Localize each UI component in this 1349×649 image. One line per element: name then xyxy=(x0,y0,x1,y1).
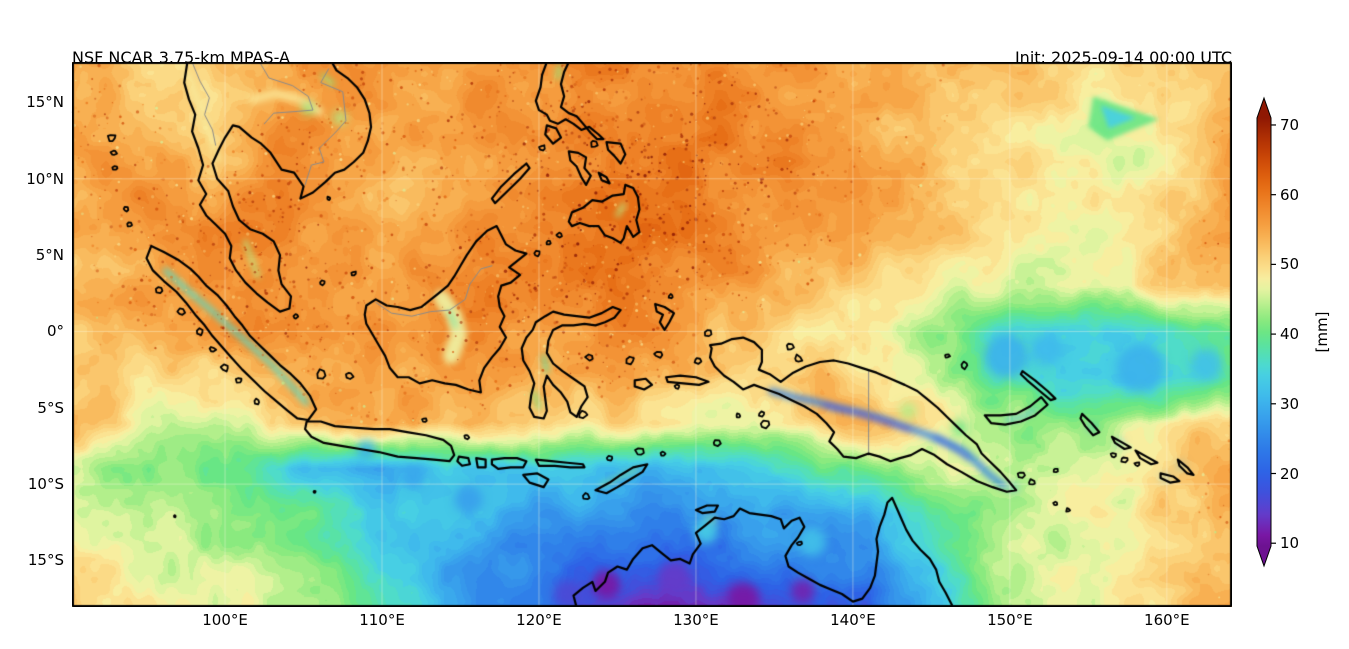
colorbar xyxy=(1256,96,1276,568)
colorbar-tick-label: 40 xyxy=(1280,325,1300,344)
y-tick-label: 5°N xyxy=(35,246,64,265)
colorbar-units-label: [mm] xyxy=(1313,311,1331,353)
y-tick-label: 15°S xyxy=(27,551,64,570)
x-tick-label: 100°E xyxy=(202,611,248,629)
y-tick-label: 5°S xyxy=(37,398,64,417)
colorbar-tick-label: 20 xyxy=(1280,464,1300,483)
y-tick-label: 0° xyxy=(46,322,64,341)
y-tick-label: 10°S xyxy=(27,475,64,494)
x-tick-label: 110°E xyxy=(359,611,405,629)
x-tick-label: 150°E xyxy=(987,611,1033,629)
colorbar-tick-label: 30 xyxy=(1280,394,1300,413)
x-tick-label: 160°E xyxy=(1144,611,1190,629)
colorbar-tick-label: 70 xyxy=(1280,115,1300,134)
colorbar-gradient-bar xyxy=(1256,96,1272,568)
colorbar-tick-label: 60 xyxy=(1280,185,1300,204)
colorbar-tick-label: 10 xyxy=(1280,534,1300,553)
x-tick-label: 140°E xyxy=(830,611,876,629)
x-tick-label: 120°E xyxy=(516,611,562,629)
tpw-map-canvas xyxy=(72,62,1232,607)
y-tick-label: 10°N xyxy=(26,169,64,188)
colorbar-tick-marks xyxy=(1271,124,1276,544)
x-tick-label: 130°E xyxy=(673,611,719,629)
y-tick-label: 15°N xyxy=(26,93,64,112)
colorbar-tick-label: 50 xyxy=(1280,255,1300,274)
